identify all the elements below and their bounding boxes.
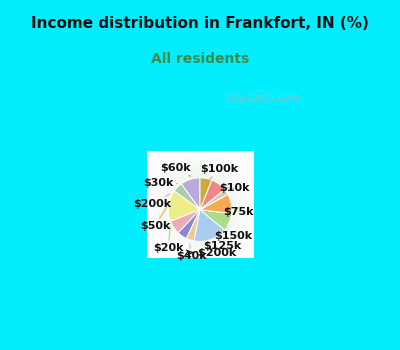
Wedge shape	[178, 210, 200, 238]
Text: $150k: $150k	[214, 228, 252, 241]
Text: $125k: $125k	[203, 236, 242, 251]
Wedge shape	[181, 178, 200, 210]
Wedge shape	[200, 210, 232, 230]
Wedge shape	[200, 194, 232, 214]
Wedge shape	[168, 191, 200, 221]
Wedge shape	[200, 180, 224, 210]
Text: $60k: $60k	[160, 163, 190, 176]
Wedge shape	[186, 210, 200, 241]
Text: Income distribution in Frankfort, IN (%): Income distribution in Frankfort, IN (%)	[31, 16, 369, 31]
Text: $100k: $100k	[200, 164, 239, 179]
Text: City-Data.com: City-Data.com	[227, 93, 301, 103]
Text: $40k: $40k	[176, 244, 207, 261]
Wedge shape	[174, 184, 200, 210]
Text: $200k: $200k	[133, 194, 171, 209]
Text: $30k: $30k	[144, 178, 177, 188]
Wedge shape	[194, 210, 224, 242]
Text: All residents: All residents	[151, 52, 249, 66]
Text: $50k: $50k	[140, 207, 170, 231]
Wedge shape	[200, 189, 228, 210]
Text: $10k: $10k	[219, 183, 249, 194]
Text: $75k: $75k	[223, 207, 254, 217]
Wedge shape	[170, 210, 200, 233]
Text: > $200k: > $200k	[185, 244, 236, 258]
Wedge shape	[200, 178, 212, 210]
Text: $20k: $20k	[153, 226, 184, 253]
